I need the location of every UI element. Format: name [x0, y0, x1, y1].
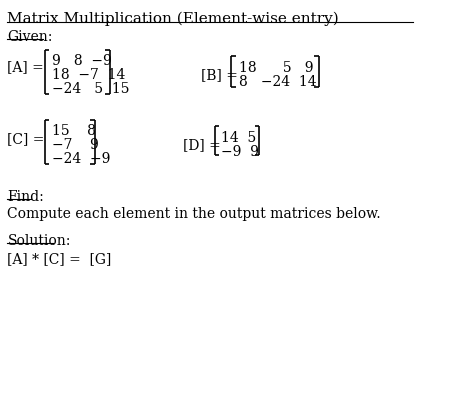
Text: −7    9: −7 9 — [52, 138, 99, 152]
Text: Find:: Find: — [8, 190, 44, 204]
Text: 18      5   9: 18 5 9 — [239, 61, 313, 75]
Text: −24   5  15: −24 5 15 — [52, 82, 130, 96]
Text: −9  9: −9 9 — [221, 145, 259, 159]
Text: [C] =: [C] = — [8, 132, 45, 146]
Text: Solution:: Solution: — [8, 234, 71, 248]
Text: −24  −9: −24 −9 — [52, 152, 110, 166]
Text: 9   8  −9: 9 8 −9 — [52, 54, 112, 68]
Text: 14  5: 14 5 — [221, 131, 256, 145]
Text: 18  −7  14: 18 −7 14 — [52, 68, 126, 82]
Text: Compute each element in the output matrices below.: Compute each element in the output matri… — [8, 207, 381, 221]
Text: [B] =: [B] = — [202, 68, 239, 82]
Text: [A] * [C] =  [G]: [A] * [C] = [G] — [8, 252, 112, 266]
Text: 15    8: 15 8 — [52, 124, 96, 138]
Text: 8   −24  14: 8 −24 14 — [239, 75, 317, 89]
Text: Given:: Given: — [8, 30, 53, 44]
Text: [A] =: [A] = — [8, 60, 44, 74]
Text: [D] =: [D] = — [183, 138, 221, 152]
Text: Matrix Multiplication (Element-wise entry): Matrix Multiplication (Element-wise entr… — [8, 12, 339, 26]
